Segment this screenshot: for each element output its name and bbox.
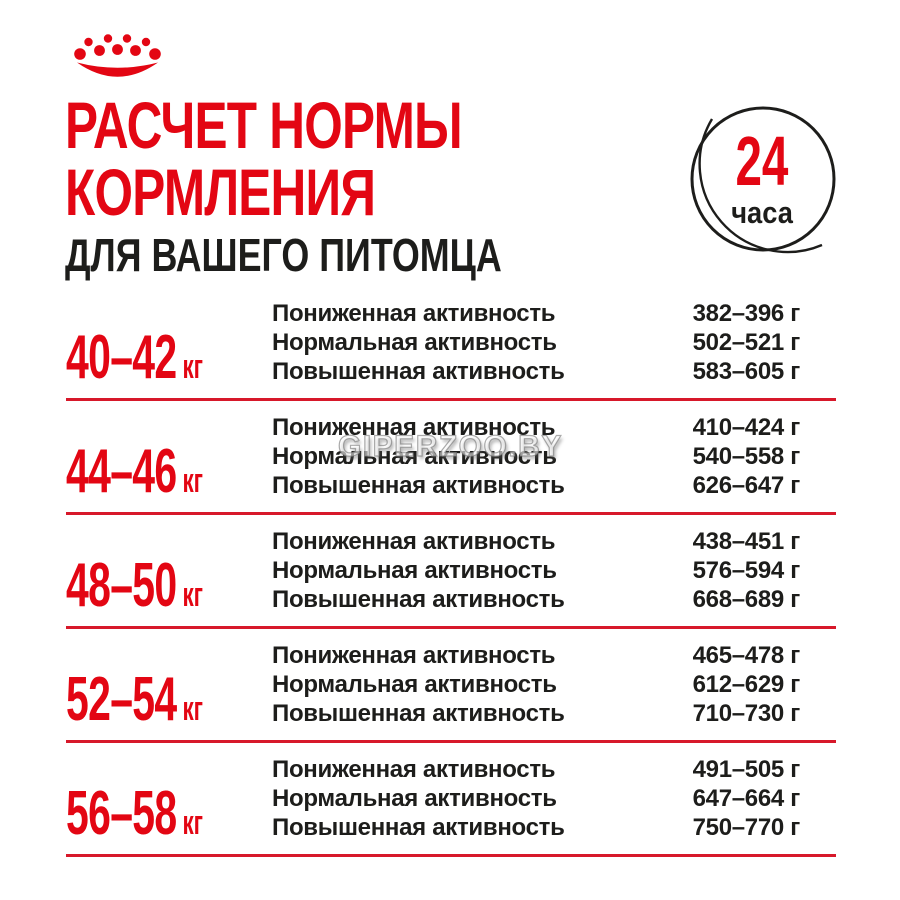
activity-value: 583–605 г	[692, 358, 801, 385]
weight-range: 48–50 кг	[66, 515, 272, 626]
activity-values: 465–478 г 612–629 г 710–730 г	[572, 629, 836, 740]
activity-labels: Пониженная активность Нормальная активно…	[272, 401, 572, 512]
activity-value: 540–558 г	[692, 443, 801, 470]
activity-value: 438–451 г	[692, 528, 801, 555]
table-row-48-50: 48–50 кг Пониженная активность Нормальная…	[66, 515, 836, 629]
activity-value: 382–396 г	[692, 300, 801, 327]
hours-unit: часа	[731, 195, 793, 230]
weight-value: 40–42	[66, 323, 177, 392]
weight-range: 52–54 кг	[66, 629, 272, 740]
weight-unit: кг	[182, 576, 204, 614]
table-row-56-58: 56–58 кг Пониженная активность Нормальная…	[66, 743, 836, 857]
activity-value: 710–730 г	[692, 700, 801, 727]
activity-label: Пониженная активность	[272, 414, 556, 441]
weight-unit: кг	[182, 348, 204, 386]
activity-values: 410–424 г 540–558 г 626–647 г	[572, 401, 836, 512]
hours-value: 24	[735, 122, 789, 200]
activity-labels: Пониженная активность Нормальная активно…	[272, 515, 572, 626]
page-subtitle: ДЛЯ ВАШЕГО ПИТОМЦА	[65, 229, 502, 281]
activity-values: 491–505 г 647–664 г 750–770 г	[572, 743, 836, 854]
activity-labels: Пониженная активность Нормальная активно…	[272, 629, 572, 740]
weight-value: 48–50	[66, 551, 177, 620]
table-row-52-54: 52–54 кг Пониженная активность Нормальная…	[66, 629, 836, 743]
table-row-40-42: 40–42 кг Пониженная активность Нормальная…	[66, 287, 836, 401]
activity-value: 491–505 г	[692, 756, 801, 783]
weight-value: 56–58	[66, 779, 177, 848]
activity-label: Нормальная активность	[272, 785, 557, 812]
activity-label: Повышенная активность	[272, 472, 565, 499]
activity-value: 750–770 г	[692, 814, 801, 841]
activity-label: Повышенная активность	[272, 700, 565, 727]
weight-range: 56–58 кг	[66, 743, 272, 854]
activity-label: Пониженная активность	[272, 528, 556, 555]
activity-label: Нормальная активность	[272, 329, 557, 356]
crown-icon	[74, 34, 161, 77]
activity-value: 410–424 г	[692, 414, 801, 441]
weight-value: 44–46	[66, 437, 177, 506]
feeding-table: 40–42 кг Пониженная активность Нормальная…	[66, 287, 836, 857]
weight-range: 40–42 кг	[66, 287, 272, 398]
activity-value: 502–521 г	[692, 329, 801, 356]
activity-labels: Пониженная активность Нормальная активно…	[272, 287, 572, 398]
activity-value: 626–647 г	[692, 472, 801, 499]
activity-label: Нормальная активность	[272, 557, 557, 584]
activity-values: 382–396 г 502–521 г 583–605 г	[572, 287, 836, 398]
activity-label: Повышенная активность	[272, 586, 565, 613]
page-title-line2: КОРМЛЕНИЯ	[65, 155, 376, 229]
table-row-44-46: 44–46 кг Пониженная активность Нормальная…	[66, 401, 836, 515]
weight-unit: кг	[182, 690, 204, 728]
activity-label: Нормальная активность	[272, 443, 557, 470]
hours-badge: 24 часа	[686, 102, 844, 260]
page-title-line1: РАСЧЕТ НОРМЫ	[65, 88, 463, 162]
activity-value: 576–594 г	[692, 557, 801, 584]
activity-value: 647–664 г	[692, 785, 801, 812]
sketch-circle-icon	[690, 106, 836, 254]
activity-value: 668–689 г	[692, 586, 801, 613]
weight-unit: кг	[182, 462, 204, 500]
weight-range: 44–46 кг	[66, 401, 272, 512]
activity-label: Пониженная активность	[272, 300, 556, 327]
page-title: РАСЧЕТ НОРМЫ КОРМЛЕНИЯ	[65, 88, 463, 229]
hours-badge-text: 24 часа	[686, 102, 838, 256]
activity-label: Повышенная активность	[272, 814, 565, 841]
activity-values: 438–451 г 576–594 г 668–689 г	[572, 515, 836, 626]
activity-value: 465–478 г	[692, 642, 801, 669]
activity-label: Пониженная активность	[272, 756, 556, 783]
activity-label: Пониженная активность	[272, 642, 556, 669]
activity-label: Повышенная активность	[272, 358, 565, 385]
weight-value: 52–54	[66, 665, 177, 734]
activity-value: 612–629 г	[692, 671, 801, 698]
royal-canin-crown-logo	[74, 31, 162, 81]
activity-labels: Пониженная активность Нормальная активно…	[272, 743, 572, 854]
activity-label: Нормальная активность	[272, 671, 557, 698]
weight-unit: кг	[182, 804, 204, 842]
